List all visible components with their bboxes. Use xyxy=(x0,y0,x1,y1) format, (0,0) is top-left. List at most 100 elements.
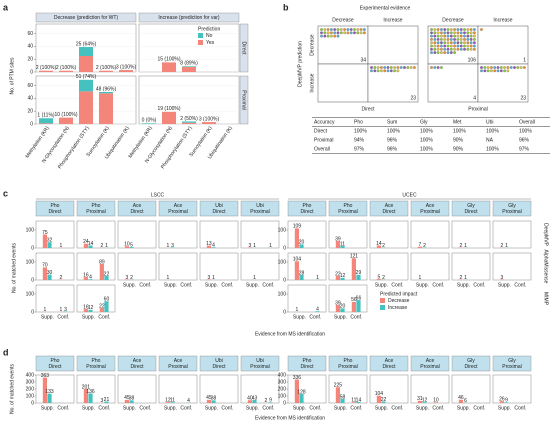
dot xyxy=(433,31,437,35)
matrix-cell xyxy=(427,25,479,65)
dot xyxy=(473,34,476,38)
group-label: UCEC xyxy=(402,192,417,198)
bar-segment xyxy=(59,117,73,124)
dot xyxy=(440,66,443,69)
bar xyxy=(422,402,427,403)
column-strip-label: Ubi xyxy=(256,203,264,209)
x-tick-label: Supp. xyxy=(82,314,95,320)
dot xyxy=(436,44,440,48)
value-label: 0 (0%) xyxy=(142,118,157,124)
y-tick-label: 200 xyxy=(278,386,287,392)
dot xyxy=(473,31,476,35)
bar xyxy=(351,258,356,280)
column-strip xyxy=(35,355,75,372)
count-label: 106 xyxy=(468,57,477,63)
dot xyxy=(473,28,476,31)
bar xyxy=(376,279,381,280)
dot xyxy=(503,66,507,69)
row-label: AlphaMissense xyxy=(543,250,549,284)
value-label: 45 xyxy=(206,395,212,401)
y-tick-label: 20 xyxy=(27,57,33,63)
bar xyxy=(104,301,109,312)
bar-segment xyxy=(99,92,113,94)
value-label: 38 xyxy=(129,396,135,402)
value-label: 6 xyxy=(464,398,467,404)
dot xyxy=(449,38,453,41)
bar xyxy=(124,246,129,248)
bar xyxy=(356,402,361,403)
dot xyxy=(323,34,327,38)
dot xyxy=(469,41,473,45)
column-strip-label: Gly xyxy=(508,358,516,364)
mini-panel xyxy=(117,220,157,249)
bar xyxy=(299,244,304,248)
table-cell: 97% xyxy=(354,146,365,152)
y-tick-label: 100 xyxy=(278,259,287,265)
bar xyxy=(351,402,356,403)
dot xyxy=(433,34,437,38)
value-label: 121 xyxy=(350,254,359,260)
dot xyxy=(456,28,460,31)
dot xyxy=(323,28,327,31)
row-strip-label: Direct xyxy=(241,41,247,55)
column-strip-label: Ubi xyxy=(215,203,223,209)
bar xyxy=(124,399,129,403)
value-label: 9 xyxy=(269,398,272,404)
dot xyxy=(440,28,443,31)
dot xyxy=(513,66,516,69)
dot xyxy=(430,28,433,31)
y-tick-label: 100 xyxy=(278,227,287,233)
value-label: 12 xyxy=(422,397,428,403)
dot xyxy=(473,38,476,41)
y-tick-label: 0 xyxy=(283,309,286,315)
table-cell: 100% xyxy=(420,146,433,152)
bar-segment xyxy=(79,91,93,124)
bar xyxy=(83,388,88,403)
dot xyxy=(463,38,466,41)
dot xyxy=(440,31,443,35)
y-tick-label: 0 xyxy=(283,400,286,406)
value-label: 14 xyxy=(376,241,382,247)
table-cell: Overall xyxy=(314,146,330,152)
dot xyxy=(440,34,443,38)
dot xyxy=(339,28,343,31)
x-tick-label: Supp. xyxy=(375,405,388,411)
dot xyxy=(376,69,380,73)
column-strip-label: Direct xyxy=(300,364,314,370)
mini-panel xyxy=(287,284,327,313)
y-tick-label: 400 xyxy=(26,372,35,378)
dot xyxy=(433,44,437,48)
bar-segment xyxy=(182,122,196,124)
dot xyxy=(336,28,340,31)
column-strip-label: Direct xyxy=(464,364,478,370)
bar xyxy=(88,393,93,403)
x-tick-label: Supp. xyxy=(457,282,470,288)
column-strip xyxy=(451,355,491,372)
value-label: 46 xyxy=(458,395,464,401)
dot xyxy=(370,66,373,69)
column-strip-label: Ace xyxy=(133,203,142,209)
column-strip-label: Proximal xyxy=(86,364,105,370)
dot xyxy=(453,34,457,38)
bar xyxy=(83,309,88,312)
bar xyxy=(340,308,345,312)
table-header: Overall xyxy=(519,119,535,125)
value-label: 1 xyxy=(505,243,508,249)
dot xyxy=(469,38,473,41)
dot xyxy=(486,66,490,69)
dot xyxy=(396,69,400,73)
x-tick-label: Supp. xyxy=(416,405,429,411)
column-label: Increase xyxy=(383,17,402,23)
dot xyxy=(380,66,383,69)
count-label: 23 xyxy=(410,95,416,101)
bar xyxy=(499,401,504,403)
value-label: 8 (89%) xyxy=(180,61,198,67)
dot xyxy=(446,47,450,51)
value-label: 3 xyxy=(100,398,103,404)
x-tick-label: Supp. xyxy=(205,405,218,411)
bar xyxy=(211,400,216,403)
dot xyxy=(323,31,327,35)
matrix-cell xyxy=(427,63,479,103)
bar xyxy=(247,247,252,248)
